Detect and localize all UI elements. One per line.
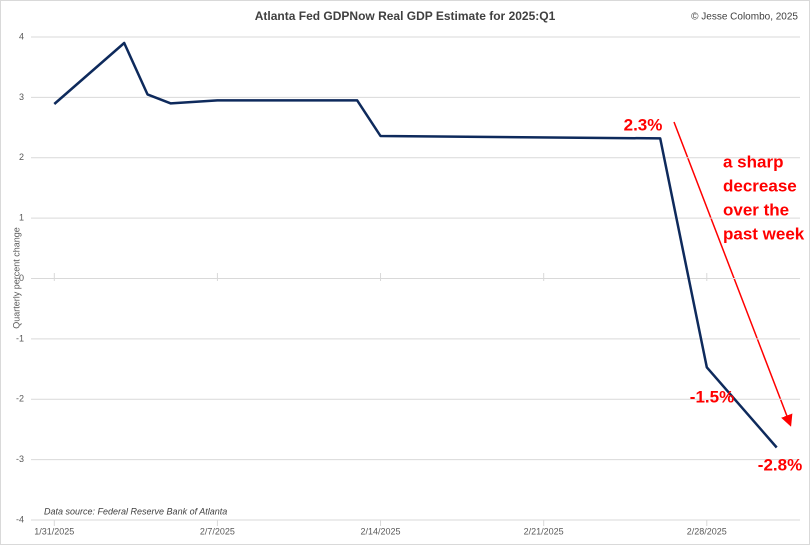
y-tick-label: -2	[16, 394, 24, 404]
y-tick-label: -1	[16, 333, 24, 343]
annotation: over the	[723, 200, 789, 219]
y-tick-label: 4	[19, 31, 24, 41]
y-tick-label: -4	[16, 514, 24, 524]
credit: © Jesse Colombo, 2025	[691, 12, 798, 23]
annotation: -1.5%	[690, 387, 734, 406]
chart-title: Atlanta Fed GDPNow Real GDP Estimate for…	[255, 9, 556, 23]
data-line	[53, 41, 778, 449]
y-tick-label: 3	[19, 92, 24, 102]
y-axis-label: Quarterly percent change	[11, 227, 21, 329]
annotation: 2.3%	[624, 115, 663, 134]
y-tick-label: -3	[16, 454, 24, 464]
annotation: a sharp	[723, 152, 783, 171]
x-tick-label: 2/14/2025	[361, 526, 401, 536]
annotation: decrease	[723, 176, 797, 195]
x-tick-label: 1/31/2025	[34, 526, 74, 536]
y-tick-label: 0	[19, 273, 24, 283]
source-note: Data source: Federal Reserve Bank of Atl…	[44, 506, 227, 516]
annotation: -2.8%	[758, 455, 802, 474]
y-tick-label: 1	[19, 213, 24, 223]
annotation-arrow	[673, 121, 793, 427]
y-tick-label: 2	[19, 152, 24, 162]
annotation: past week	[723, 224, 805, 243]
x-tick-label: 2/7/2025	[200, 526, 235, 536]
x-tick-label: 2/28/2025	[687, 526, 727, 536]
x-tick-label: 2/21/2025	[524, 526, 564, 536]
